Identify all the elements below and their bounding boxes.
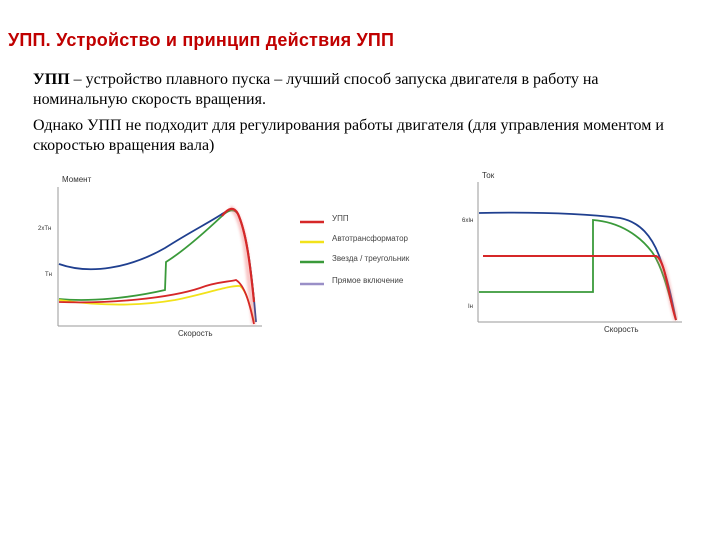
definition-text: – устройство плавного пуска – лучший спо… [33, 71, 599, 108]
current-upp-line [483, 255, 677, 321]
current-direct-line [478, 211, 677, 321]
upp-abbreviation: УПП [33, 71, 70, 88]
legend-direct-label: Прямое включение [332, 276, 404, 285]
slide-title: УПП. Устройство и принцип действия УПП [8, 30, 395, 50]
torque-ylabel: Момент [62, 175, 92, 184]
torque-chart: Момент Скорость 2хТн Тн [38, 175, 262, 338]
legend: УПП Автотрансформатор Звезда / треугольн… [300, 214, 410, 286]
torque-ytick-tn: Тн [45, 272, 52, 278]
torque-ytick-2tn: 2хТн [38, 226, 51, 232]
paragraph-limitation: Однако УПП не подходит для регулирования… [33, 117, 664, 154]
current-xlabel: Скорость [604, 325, 639, 334]
current-ytick-6in: 6хIн [462, 218, 473, 224]
paragraph-definition: УПП – устройство плавного пуска – лучший… [33, 70, 693, 110]
legend-upp-label: УПП [332, 214, 349, 223]
current-chart: Ток Скорость 6хIн Iн [462, 171, 682, 334]
torque-star-delta-line [58, 209, 255, 301]
current-ylabel: Ток [482, 171, 495, 180]
current-ytick-in: Iн [468, 304, 473, 310]
torque-direct-line [58, 209, 257, 323]
torque-xlabel: Скорость [178, 329, 213, 338]
torque-upp-glow [228, 205, 257, 325]
legend-auto-label: Автотрансформатор [332, 234, 409, 243]
legend-star-label: Звезда / треугольник [332, 254, 410, 263]
torque-upp-line [58, 279, 255, 325]
torque-peak-overlay [221, 207, 256, 303]
